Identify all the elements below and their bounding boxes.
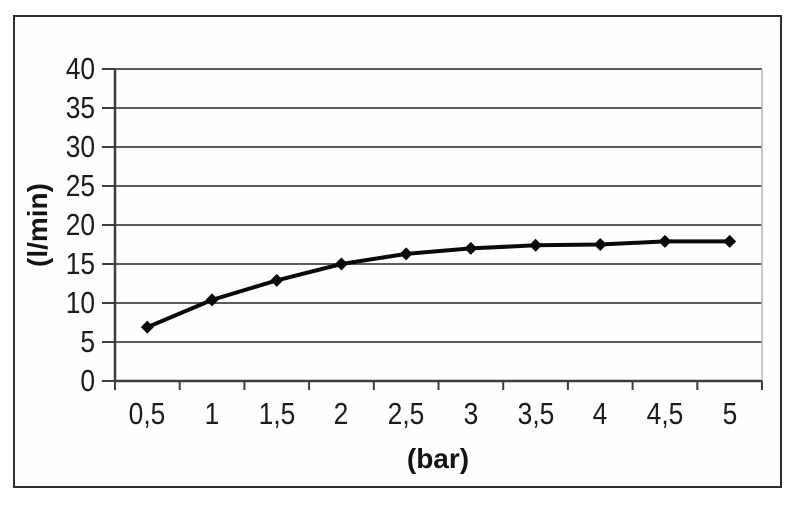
y-tick-label: 25 xyxy=(65,168,95,203)
x-tick-label: 3 xyxy=(463,396,479,431)
x-tick-label: 2,5 xyxy=(387,396,425,431)
x-axis-title: (bar) xyxy=(406,443,470,474)
data-point-marker xyxy=(140,320,154,334)
y-tick-label: 20 xyxy=(65,207,95,242)
y-tick-label: 15 xyxy=(65,246,95,281)
data-point-marker xyxy=(205,293,219,307)
data-point-marker xyxy=(658,234,672,248)
x-tick-label: 1 xyxy=(204,396,220,431)
y-tick-label: 5 xyxy=(80,324,95,359)
data-point-marker xyxy=(723,234,737,248)
y-axis-title: (l/min) xyxy=(22,183,53,267)
data-point-marker xyxy=(334,257,348,271)
y-tick-label: 30 xyxy=(65,129,95,164)
y-tick-label: 40 xyxy=(65,51,95,86)
data-point-marker xyxy=(399,247,413,261)
x-tick-label: 5 xyxy=(722,396,737,431)
data-point-marker xyxy=(529,238,543,252)
y-tick-label: 35 xyxy=(65,90,95,125)
data-point-marker xyxy=(270,273,284,287)
data-point-marker xyxy=(593,238,607,251)
y-tick-label: 0 xyxy=(80,363,95,398)
data-point-marker xyxy=(464,241,478,255)
flow-curve xyxy=(145,239,732,330)
x-tick-label: 3,5 xyxy=(517,396,554,431)
x-tick-label: 1,5 xyxy=(258,396,296,431)
x-tick-label: 0,5 xyxy=(129,396,166,431)
y-tick-label: 10 xyxy=(65,285,95,320)
chart-frame xyxy=(13,15,782,488)
x-tick-label: 4,5 xyxy=(646,396,684,431)
x-tick-label: 4 xyxy=(592,396,608,431)
x-tick-label: 2 xyxy=(334,396,349,431)
